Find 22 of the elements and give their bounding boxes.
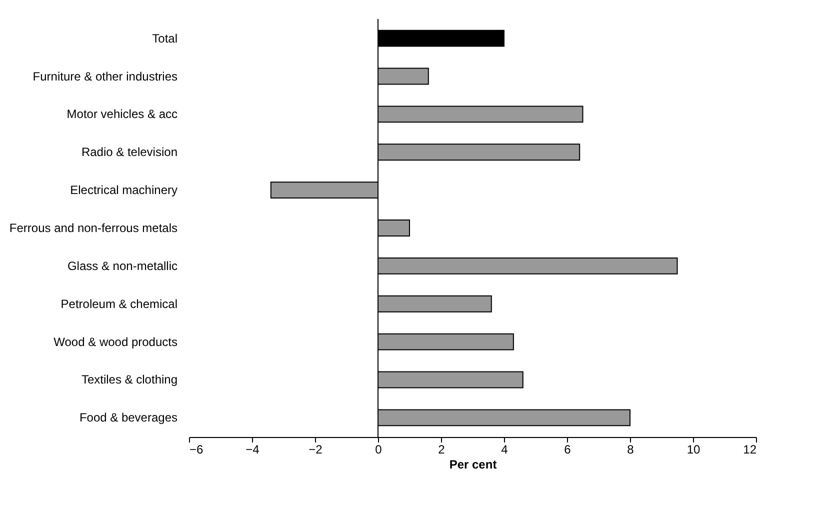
y-tick-label: Motor vehicles & acc (66, 107, 178, 122)
x-tick-label: 12 (743, 442, 757, 456)
y-tick-label: Textiles & clothing (81, 372, 178, 387)
y-tick-label: Wood & wood products (54, 334, 178, 349)
x-tick-label: 2 (438, 442, 446, 456)
x-tick-label: 4 (501, 442, 508, 456)
y-tick-label: Total (152, 31, 178, 46)
x-tick-label: −4 (246, 442, 260, 456)
x-axis-title: Per cent (449, 458, 497, 472)
y-tick-label: Furniture & other industries (32, 69, 178, 84)
y-tick-label: Electrical machinery (70, 183, 178, 198)
y-tick-label: Food & beverages (79, 410, 178, 425)
x-tick-label: 0 (375, 442, 382, 456)
y-tick-label: Ferrous and non-ferrous metals (9, 221, 178, 235)
x-tick-label: 6 (564, 442, 572, 456)
y-tick-label: Radio & television (81, 145, 178, 160)
x-tick-label: −2 (308, 442, 323, 456)
x-tick-label: −6 (190, 442, 204, 456)
x-tick-label: 8 (627, 442, 634, 456)
y-tick-label: Glass & non-metallic (67, 258, 178, 273)
x-tick-label: 10 (686, 442, 700, 456)
y-tick-label: Petroleum & chemical (60, 296, 178, 311)
